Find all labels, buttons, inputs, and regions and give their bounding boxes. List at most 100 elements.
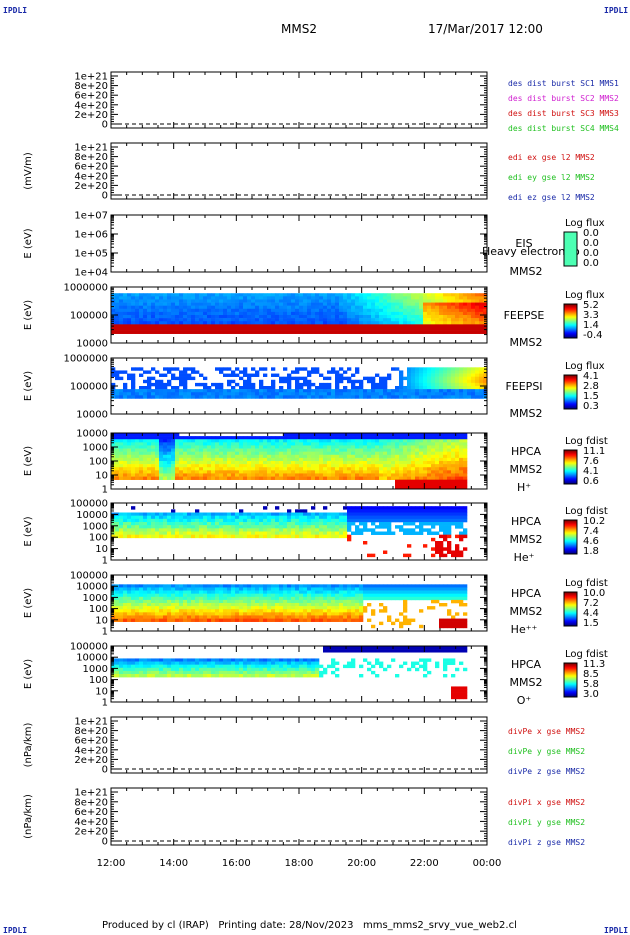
heatmap-cell xyxy=(287,473,291,476)
heatmap-cell xyxy=(135,318,139,321)
heatmap-cell xyxy=(239,327,243,330)
heatmap-cell xyxy=(119,389,123,392)
heatmap-cell xyxy=(379,296,383,299)
heatmap-cell xyxy=(291,377,295,380)
heatmap-cell xyxy=(303,509,307,512)
heatmap-cell xyxy=(139,389,143,392)
heatmap-cell xyxy=(451,483,455,486)
heatmap-cell xyxy=(115,519,119,522)
heatmap-cell xyxy=(447,377,451,380)
heatmap-cell xyxy=(383,321,387,324)
heatmap-cell xyxy=(331,458,335,461)
heatmap-cell xyxy=(367,509,371,512)
heatmap-cell xyxy=(455,547,459,550)
heatmap-cell xyxy=(267,315,271,318)
heatmap-cell xyxy=(143,525,147,528)
heatmap-cell xyxy=(123,473,127,476)
heatmap-cell xyxy=(363,541,367,544)
heatmap-cell xyxy=(183,516,187,519)
heatmap-cell xyxy=(367,293,371,296)
heatmap-cell xyxy=(131,433,135,436)
heatmap-cell xyxy=(455,467,459,470)
heatmap-cell xyxy=(143,306,147,309)
heatmap-cell xyxy=(231,296,235,299)
heatmap-cell xyxy=(227,436,231,439)
heatmap-cell xyxy=(387,439,391,442)
heatmap-cell xyxy=(311,299,315,302)
heatmap-cell xyxy=(319,306,323,309)
heatmap-cell xyxy=(299,467,303,470)
heatmap-cell xyxy=(427,383,431,386)
heatmap-cell xyxy=(323,315,327,318)
heatmap-cell xyxy=(467,392,471,395)
heatmap-cell xyxy=(239,532,243,535)
heatmap-cell xyxy=(123,461,127,464)
heatmap-cell xyxy=(343,315,347,318)
y-tick-label: 1000000 xyxy=(63,283,108,294)
heatmap-cell xyxy=(195,306,199,309)
heatmap-cell xyxy=(143,296,147,299)
heatmap-cell xyxy=(403,461,407,464)
heatmap-cell xyxy=(303,528,307,531)
heatmap-cell xyxy=(131,532,135,535)
heatmap-cell xyxy=(411,455,415,458)
heatmap-cell xyxy=(279,296,283,299)
heatmap-cell xyxy=(311,519,315,522)
heatmap-cell xyxy=(115,374,119,377)
heatmap-cell xyxy=(299,452,303,455)
heatmap-cell xyxy=(199,442,203,445)
heatmap-cell xyxy=(467,377,471,380)
heatmap-cell xyxy=(319,458,323,461)
heatmap-cell xyxy=(419,449,423,452)
heatmap-cell xyxy=(359,461,363,464)
heatmap-cell xyxy=(139,318,143,321)
heatmap-cell xyxy=(331,519,335,522)
heatmap-cell xyxy=(399,312,403,315)
heatmap-cell xyxy=(311,516,315,519)
heatmap-cell xyxy=(155,383,159,386)
y-axis-label: E (eV) xyxy=(23,516,34,546)
heatmap-cell xyxy=(183,327,187,330)
heatmap-cell xyxy=(411,392,415,395)
heatmap-cell xyxy=(351,303,355,306)
heatmap-cell xyxy=(475,321,479,324)
heatmap-cell xyxy=(275,458,279,461)
heatmap-cell xyxy=(459,461,463,464)
heatmap-cell xyxy=(335,464,339,467)
heatmap-cell xyxy=(267,477,271,480)
y-tick-label: 100 xyxy=(89,533,108,544)
heatmap-cell xyxy=(467,374,471,377)
heatmap-cell xyxy=(163,532,167,535)
heatmap-cell xyxy=(323,449,327,452)
heatmap-cell xyxy=(327,461,331,464)
heatmap-cell xyxy=(147,470,151,473)
heatmap-cell xyxy=(247,516,251,519)
heatmap-cell xyxy=(239,525,243,528)
heatmap-cell xyxy=(379,458,383,461)
heatmap-cell xyxy=(323,331,327,334)
heatmap-cell xyxy=(127,312,131,315)
heatmap-cell xyxy=(135,449,139,452)
heatmap-cell xyxy=(379,383,383,386)
heatmap-cell xyxy=(315,392,319,395)
heatmap-cell xyxy=(219,383,223,386)
heatmap-cell xyxy=(191,477,195,480)
heatmap-cell xyxy=(275,516,279,519)
heatmap-cell xyxy=(343,370,347,373)
heatmap-cell xyxy=(411,380,415,383)
heatmap-cell xyxy=(123,455,127,458)
heatmap-cell xyxy=(151,442,155,445)
heatmap-cell xyxy=(407,315,411,318)
heatmap-cell xyxy=(319,442,323,445)
heatmap-cell xyxy=(463,528,467,531)
heatmap-cell xyxy=(403,306,407,309)
heatmap-cell xyxy=(415,367,419,370)
heatmap-cell xyxy=(395,525,399,528)
heatmap-cell xyxy=(175,477,179,480)
heatmap-cell xyxy=(323,386,327,389)
heatmap-cell xyxy=(315,331,319,334)
heatmap-cell xyxy=(311,445,315,448)
heatmap-cell xyxy=(431,467,435,470)
heatmap-cell xyxy=(331,321,335,324)
heatmap-cell xyxy=(255,470,259,473)
